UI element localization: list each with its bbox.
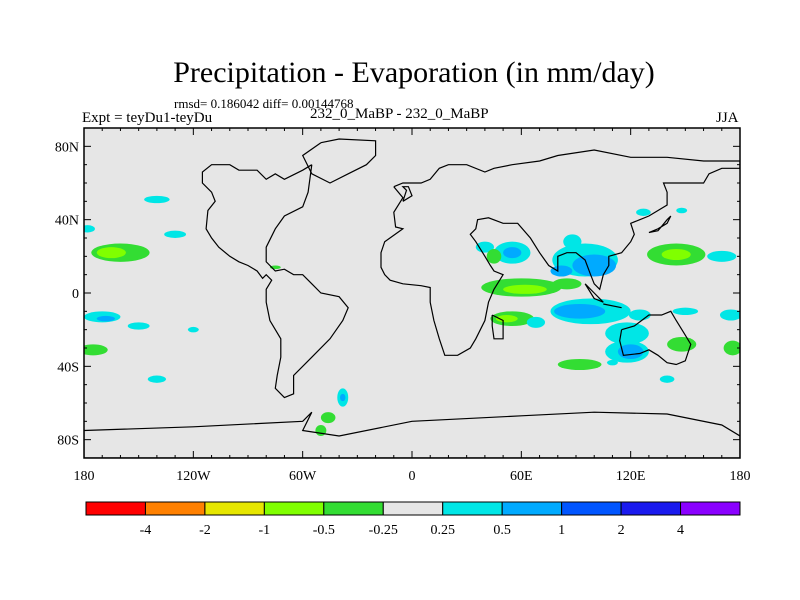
coastline bbox=[619, 310, 692, 366]
x-tick-label: 120W bbox=[176, 469, 211, 484]
colorbar-swatch bbox=[561, 501, 622, 516]
colorbar-label: 4 bbox=[677, 523, 684, 538]
field-patch bbox=[707, 250, 737, 262]
y-tick-label: 0 bbox=[72, 287, 79, 302]
colorbar-swatch bbox=[442, 501, 503, 516]
field-patch bbox=[723, 340, 740, 356]
field-patch bbox=[486, 249, 502, 264]
y-tick-label: 40S bbox=[57, 360, 79, 375]
field-patch bbox=[526, 316, 546, 328]
y-tick-label: 40N bbox=[55, 214, 79, 229]
field-patch bbox=[503, 284, 547, 294]
field-patch bbox=[495, 315, 518, 323]
y-axis: 80N 40N 0 40S 80S bbox=[55, 127, 740, 459]
x-tick-label: 60W bbox=[289, 469, 317, 484]
field-patch bbox=[667, 337, 697, 352]
coastline-layer bbox=[84, 138, 740, 458]
colorbar-swatch bbox=[323, 501, 384, 516]
colorbar-swatch bbox=[501, 501, 563, 516]
experiment-label: Expt = teyDu1-teyDu bbox=[82, 110, 213, 126]
coastline bbox=[201, 164, 349, 399]
field-patch bbox=[340, 393, 346, 402]
field-patch bbox=[557, 359, 602, 370]
field-patch bbox=[605, 322, 649, 345]
field-patch bbox=[661, 249, 691, 260]
coastline bbox=[301, 138, 377, 184]
colorbar-swatch bbox=[680, 501, 741, 516]
field-patch bbox=[127, 322, 150, 330]
x-tick-label: 0 bbox=[409, 469, 416, 484]
colorbar-swatch bbox=[263, 501, 325, 516]
field-patch bbox=[144, 195, 170, 204]
field-patch bbox=[96, 315, 115, 322]
coastline bbox=[401, 186, 413, 202]
colorbar-swatch bbox=[382, 501, 444, 516]
map-background bbox=[84, 128, 740, 458]
field-patch bbox=[659, 375, 675, 383]
colorbar-label: -1 bbox=[259, 523, 271, 538]
colorbar-label: -2 bbox=[199, 523, 211, 538]
field-patch bbox=[550, 265, 573, 277]
colorbar-label: 0.25 bbox=[430, 523, 455, 538]
stats-label: rmsd= 0.186042 diff= 0.00144768 bbox=[174, 96, 354, 111]
field-patch bbox=[628, 309, 651, 321]
field-patch bbox=[84, 344, 108, 356]
coastline bbox=[84, 411, 740, 458]
colorbar: -4 -2 -1 -0.5 -0.25 0.25 0.5 1 2 4 bbox=[85, 501, 741, 538]
coastline bbox=[380, 149, 740, 356]
coastline bbox=[584, 283, 604, 303]
field-patch bbox=[572, 254, 617, 277]
field-patch bbox=[147, 375, 166, 383]
colorbar-swatch bbox=[144, 501, 206, 516]
field-patch bbox=[552, 278, 582, 290]
field-patch bbox=[554, 304, 606, 319]
x-axis: 180 120W 60W 0 60E 120E 180 bbox=[74, 128, 751, 484]
period-label: 232_0_MaBP - 232_0_MaBP bbox=[310, 106, 489, 122]
field-patch bbox=[676, 207, 688, 214]
field-patch bbox=[320, 412, 336, 424]
colorbar-label: -0.25 bbox=[369, 523, 398, 538]
x-tick-label: 180 bbox=[730, 469, 751, 484]
x-tick-label: 120E bbox=[616, 469, 646, 484]
season-label: JJA bbox=[716, 110, 739, 126]
colorbar-label: -4 bbox=[140, 523, 152, 538]
colorbar-label: 2 bbox=[618, 523, 625, 538]
coastline bbox=[491, 314, 504, 340]
colorbar-swatch bbox=[85, 501, 146, 516]
field-patch bbox=[636, 208, 651, 216]
field-patch bbox=[164, 230, 187, 238]
y-tick-label: 80N bbox=[55, 140, 79, 155]
field-patch bbox=[187, 326, 199, 333]
chart-title: Precipitation - Evaporation (in mm/day) bbox=[173, 56, 655, 89]
field-patch bbox=[719, 309, 740, 321]
colorbar-label: 0.5 bbox=[493, 523, 511, 538]
field-patch bbox=[503, 247, 522, 259]
field-patch bbox=[563, 234, 582, 250]
colorbar-swatch bbox=[204, 501, 265, 516]
field-layer bbox=[84, 195, 740, 436]
field-patch bbox=[672, 307, 699, 316]
x-tick-label: 60E bbox=[510, 469, 533, 484]
field-patch bbox=[84, 225, 95, 233]
field-patch bbox=[606, 359, 618, 366]
coastline bbox=[603, 303, 622, 309]
colorbar-label: 1 bbox=[558, 523, 565, 538]
colorbar-swatch bbox=[620, 501, 682, 516]
y-tick-label: 80S bbox=[57, 434, 79, 449]
colorbar-label: -0.5 bbox=[313, 523, 335, 538]
x-tick-label: 180 bbox=[74, 469, 95, 484]
coastline bbox=[648, 215, 672, 234]
field-patch bbox=[96, 247, 126, 259]
